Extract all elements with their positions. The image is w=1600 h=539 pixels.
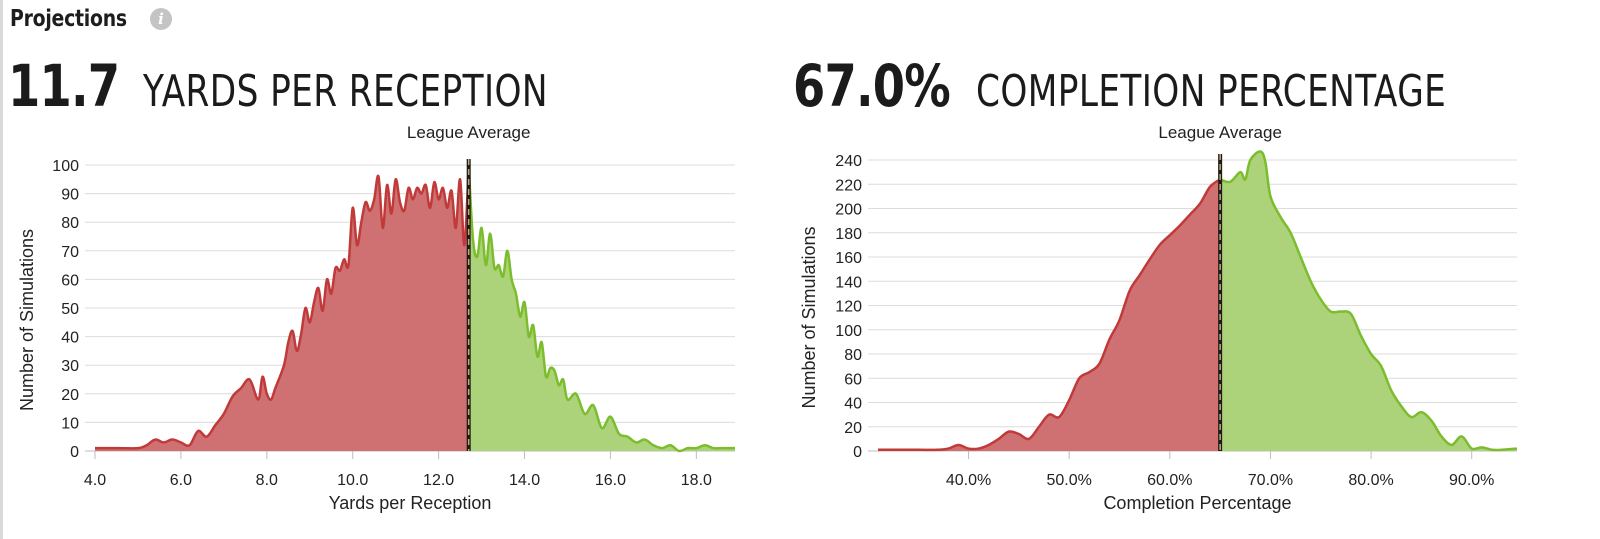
ypr-headline: 11.7 YARDS PER RECEPTION [8,52,662,120]
cmp-y-tick-label: 80 [844,347,862,364]
cmp-x-tick-label: 50.0% [1047,472,1092,489]
ypr-y-tick-label: 80 [61,215,79,232]
cmp-chart: 0 20 40 60 80 100 120 140 160 180 200 220 240 League … [799,123,1518,513]
cmp-y-tick-label: 0 [853,444,862,461]
ypr-league-average-label: League Average [407,123,531,142]
cmp-above-line [1219,150,1518,452]
ypr-x-axis-title: Yards per Reception [329,493,492,513]
ypr-y-tick-label: 30 [61,358,79,375]
cmp-y-tick-label: 140 [835,274,862,291]
cmp-value: 67.0% [793,52,951,120]
ypr-label: YARDS PER RECEPTION [143,66,549,117]
ypr-y-tick-label: 60 [61,272,79,289]
ypr-y-tick-label: 10 [61,415,79,432]
ypr-y-tick-label: 0 [70,444,79,461]
cmp-league-average-label: League Average [1158,123,1282,142]
ypr-y-tick-label: 100 [52,158,79,175]
cmp-y-tick-label: 120 [835,299,862,316]
cmp-x-tick-label: 80.0% [1348,472,1393,489]
cmp-y-tick-label: 160 [835,250,862,267]
cmp-y-tick-label: 60 [844,371,862,388]
left-border [0,0,3,539]
cmp-y-tick-label: 100 [835,323,862,340]
ypr-above-line [467,164,735,453]
cmp-below-area [878,179,1221,451]
ypr-x-tick-label: 16.0 [595,472,626,489]
ypr-below-line [95,164,470,450]
ypr-y-axis-title: Number of Simulations [17,229,37,411]
ypr-y-tick-label: 70 [61,244,79,261]
cmp-x-tick-label: 60.0% [1147,472,1192,489]
ypr-y-tick-label: 20 [61,387,79,404]
cmp-label: COMPLETION PERCENTAGE [976,66,1447,117]
ypr-below-area [95,165,469,451]
ypr-x-tick-label: 8.0 [256,472,278,489]
section-title: Projections [10,6,127,32]
cmp-y-tick-label: 240 [835,153,862,170]
ypr-value: 11.7 [8,52,120,120]
cmp-y-tick-label: 20 [844,420,862,437]
cmp-x-tick-label: 70.0% [1248,472,1293,489]
ypr-y-tick-label: 40 [61,330,79,347]
cmp-below-line [878,178,1221,452]
info-icon[interactable]: i [150,8,172,30]
ypr-above-area [468,165,735,452]
cmp-y-tick-label: 200 [835,202,862,219]
cmp-y-tick-label: 180 [835,226,862,243]
ypr-x-tick-label: 18.0 [681,472,712,489]
projections-header: Projections [10,2,153,36]
cmp-x-axis-title: Completion Percentage [1103,493,1291,513]
cmp-x-tick-label: 90.0% [1449,472,1494,489]
ypr-x-tick-label: 6.0 [170,472,192,489]
cmp-y-axis-title: Number of Simulations [799,226,819,408]
ypr-chart: 0 10 20 30 40 50 60 70 80 90 100 League Average 4.0 6… [17,123,735,513]
ypr-y-tick-label: 50 [61,301,79,318]
ypr-y-tick-label: 90 [61,187,79,204]
cmp-y-tick-label: 40 [844,396,862,413]
cmp-headline: 67.0% COMPLETION PERCENTAGE [793,52,1579,120]
ypr-x-tick-label: 4.0 [84,472,106,489]
cmp-above-area [1220,151,1517,451]
ypr-x-tick-label: 14.0 [509,472,540,489]
cmp-x-tick-label: 40.0% [946,472,991,489]
ypr-x-tick-label: 12.0 [423,472,454,489]
cmp-y-tick-label: 220 [835,177,862,194]
ypr-x-tick-label: 10.0 [337,472,368,489]
